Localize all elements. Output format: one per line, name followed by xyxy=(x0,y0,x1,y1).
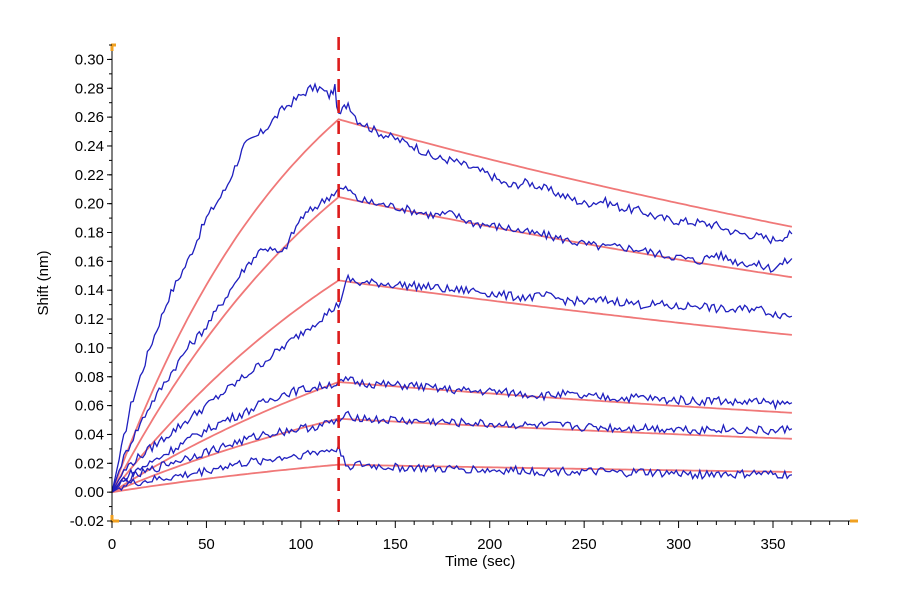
y-tick-label: 0.20 xyxy=(75,196,104,213)
y-tick-label: 0.16 xyxy=(75,253,104,270)
y-tick-label: 0.18 xyxy=(75,225,104,242)
measured-trace-2 xyxy=(111,185,793,493)
x-tick-label: 0 xyxy=(108,536,116,553)
y-axis-label: Shift (nm) xyxy=(35,250,52,315)
axis-corner-top xyxy=(110,43,116,51)
x-tick-label: 150 xyxy=(383,536,408,553)
x-tick-label: 300 xyxy=(666,536,691,553)
measured-trace-4 xyxy=(111,375,793,493)
y-tick-label: 0.14 xyxy=(75,282,104,299)
x-tick-label: 350 xyxy=(760,536,785,553)
measured-trace-5 xyxy=(111,410,793,493)
measured-trace-1 xyxy=(111,82,793,493)
x-tick-label: 200 xyxy=(477,536,502,553)
y-tick-label: 0.00 xyxy=(75,484,104,501)
y-tick-label: 0.06 xyxy=(75,398,104,415)
y-tick-label: 0.02 xyxy=(75,455,104,472)
y-tick-label: 0.08 xyxy=(75,369,104,386)
axes: -0.02 0.00 0.02 0.04 0.06 0.08 0.10 0.12 0.14 0.1… xyxy=(70,43,858,553)
x-axis-label: Time (sec) xyxy=(445,553,515,570)
y-tick-label: 0.04 xyxy=(75,426,104,443)
measured-trace-3 xyxy=(111,273,793,493)
plot-area xyxy=(111,37,793,521)
y-tick-label: 0.30 xyxy=(75,51,104,68)
fit-curve-2 xyxy=(111,196,793,493)
y-tick-label: 0.22 xyxy=(75,167,104,184)
y-tick-label: 0.28 xyxy=(75,80,104,97)
y-tick-label: 0.26 xyxy=(75,109,104,126)
x-tick-label: 100 xyxy=(288,536,313,553)
fit-curve-3 xyxy=(111,279,792,493)
measured-trace-6 xyxy=(111,442,793,493)
fit-curve-6 xyxy=(111,463,792,494)
x-tick-label: 250 xyxy=(572,536,597,553)
y-tick-label: 0.24 xyxy=(75,138,104,155)
y-tick-label: 0.10 xyxy=(75,340,104,357)
axis-corner-origin xyxy=(110,515,119,523)
fit-curve-1 xyxy=(111,118,793,493)
y-tick-label: -0.02 xyxy=(70,513,104,530)
fit-curve-5 xyxy=(111,417,792,494)
y-tick-label: 0.12 xyxy=(75,311,104,328)
x-tick-label: 50 xyxy=(198,536,215,553)
